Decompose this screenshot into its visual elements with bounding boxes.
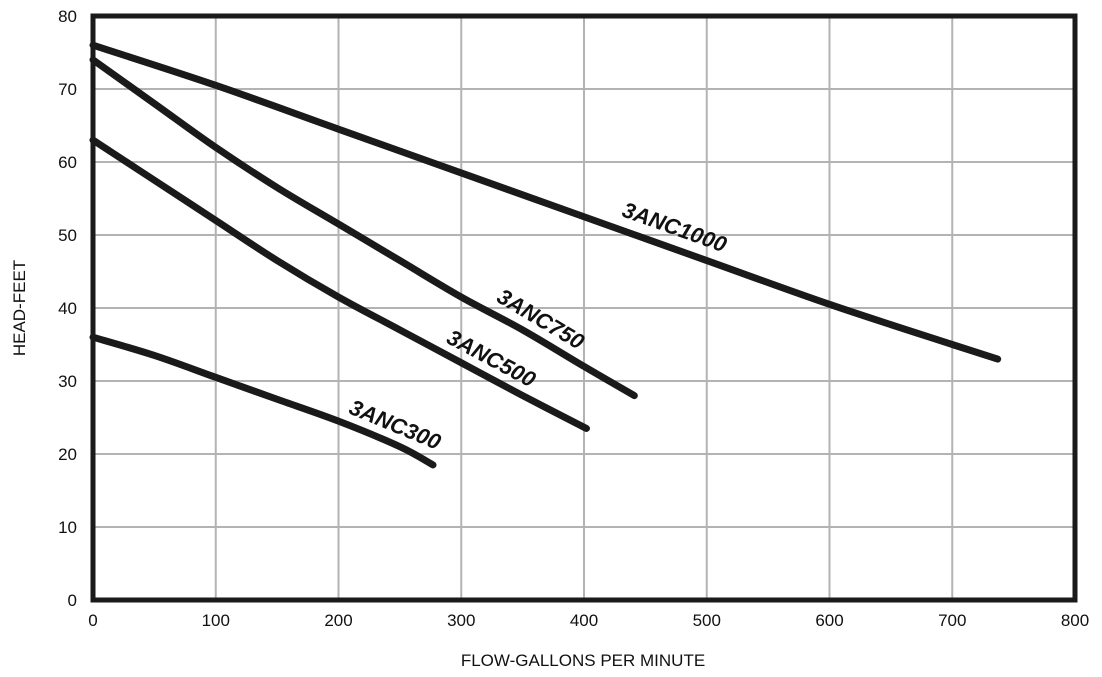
series-line-3anc750 xyxy=(89,56,638,400)
y-axis-title: HEAD-FEET xyxy=(10,260,29,356)
y-tick-label-20: 20 xyxy=(58,445,77,464)
x-tick-label-200: 200 xyxy=(324,611,352,630)
tick-labels: 0 100 200 300 400 500 600 700 800 0 10 20 30 40 50 60 70… xyxy=(58,7,1089,630)
y-tick-label-50: 50 xyxy=(58,226,77,245)
series-curves xyxy=(89,41,1002,469)
series-line-3anc300 xyxy=(89,333,437,469)
y-tick-label-60: 60 xyxy=(58,153,77,172)
grid-lines xyxy=(92,15,1076,601)
x-tick-label-100: 100 xyxy=(202,611,230,630)
y-tick-label-0: 0 xyxy=(68,591,77,610)
x-tick-label-500: 500 xyxy=(693,611,721,630)
y-tick-label-70: 70 xyxy=(58,80,77,99)
y-tick-label-40: 40 xyxy=(58,299,77,318)
series-line-3anc1000 xyxy=(89,41,1002,363)
x-tick-label-800: 800 xyxy=(1061,611,1089,630)
y-tick-label-30: 30 xyxy=(58,372,77,391)
x-tick-label-700: 700 xyxy=(938,611,966,630)
x-tick-label-400: 400 xyxy=(570,611,598,630)
x-tick-label-0: 0 xyxy=(88,611,97,630)
y-tick-label-80: 80 xyxy=(58,7,77,26)
x-axis-title: FLOW-GALLONS PER MINUTE xyxy=(461,651,705,670)
plot-frame xyxy=(90,13,1078,603)
x-tick-label-600: 600 xyxy=(815,611,843,630)
x-tick-label-300: 300 xyxy=(447,611,475,630)
series-line-3anc500 xyxy=(89,136,590,432)
y-tick-label-10: 10 xyxy=(58,518,77,537)
